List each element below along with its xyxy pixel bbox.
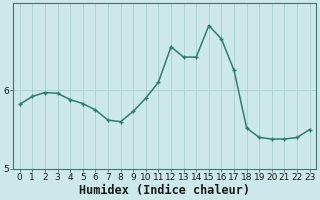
X-axis label: Humidex (Indice chaleur): Humidex (Indice chaleur) — [79, 184, 250, 197]
